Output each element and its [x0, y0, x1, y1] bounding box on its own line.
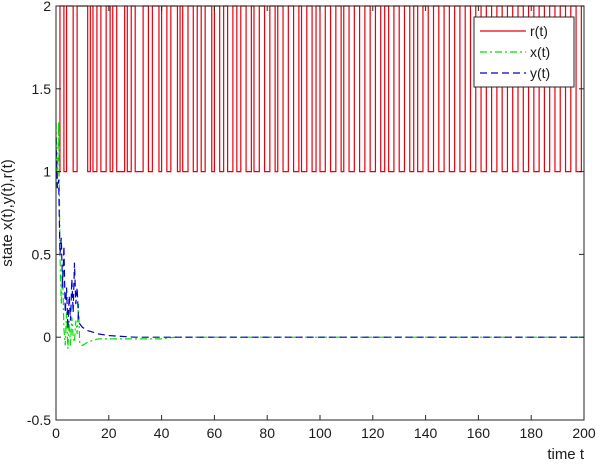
legend-label: r(t) [530, 23, 548, 39]
x-tick-label: 160 [467, 425, 491, 441]
y-tick-label: 1.5 [32, 81, 52, 97]
y-axis: -0.5 0 0.5 1 1.5 2 [27, 0, 584, 428]
x-tick-label: 20 [101, 425, 117, 441]
legend-label: y(t) [530, 65, 550, 81]
x-tick-label: 60 [207, 425, 223, 441]
y-tick-label: -0.5 [27, 412, 51, 428]
x-axis-label: time t [547, 446, 585, 463]
y-axis-label: state x(t),y(t),r(t) [0, 159, 16, 267]
y-tick-label: 0 [43, 329, 51, 345]
x-axis: 0 20 40 60 80 100 120 140 160 180 200 [52, 6, 596, 441]
x-tick-label: 40 [154, 425, 170, 441]
legend-label: x(t) [530, 44, 550, 60]
x-tick-label: 200 [572, 425, 596, 441]
legend: r(t) x(t) y(t) [473, 16, 575, 88]
x-tick-label: 180 [520, 425, 544, 441]
y-tick-label: 2 [43, 0, 51, 14]
y-tick-label: 1 [43, 164, 51, 180]
x-tick-label: 0 [52, 425, 60, 441]
x-tick-label: 100 [308, 425, 332, 441]
series-line-xt [55, 121, 584, 349]
x-tick-label: 140 [414, 425, 438, 441]
legend-box [473, 16, 575, 88]
x-tick-label: 80 [259, 425, 275, 441]
y-tick-label: 0.5 [32, 246, 52, 262]
series-line-yt [55, 138, 584, 338]
x-tick-label: 120 [361, 425, 385, 441]
